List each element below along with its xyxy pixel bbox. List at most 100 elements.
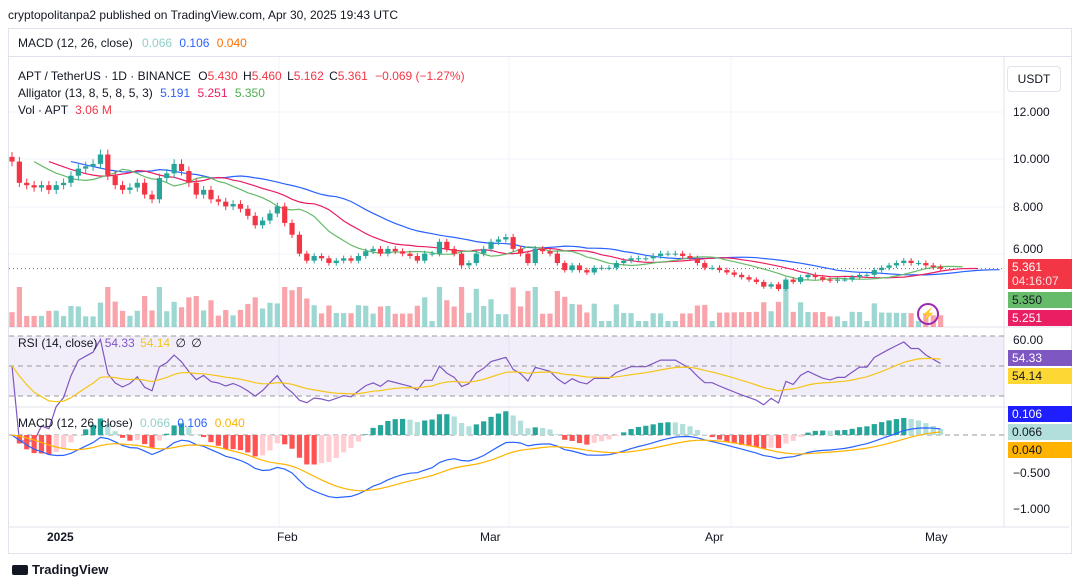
volume-bar	[38, 315, 45, 327]
macd-histogram-bar	[436, 414, 443, 435]
macd-histogram-bar	[458, 423, 465, 435]
close-label: C	[329, 69, 338, 83]
volume-bar	[68, 306, 74, 327]
volume-value: 3.06 M	[75, 103, 112, 117]
candle-body	[650, 255, 656, 259]
candle-body	[797, 277, 804, 282]
candle-body	[893, 263, 899, 266]
volume-bar	[127, 315, 133, 327]
macd-histogram-bar	[938, 429, 944, 435]
macd-histogram-bar	[215, 435, 221, 446]
volume-bar	[628, 313, 634, 327]
macd-histogram-bar	[429, 419, 435, 435]
volume-title: Vol · APT	[18, 103, 68, 117]
candle-body	[680, 253, 686, 256]
macd-histogram-bar	[223, 435, 229, 450]
candle-body	[24, 182, 30, 186]
candle-body	[466, 263, 472, 266]
countdown: 04:16:07	[1012, 274, 1059, 288]
last-price: 5.361	[1012, 260, 1043, 274]
lightning-icon[interactable]: ⚡	[917, 303, 939, 325]
macd-histogram-bar	[532, 427, 538, 435]
candle-body	[134, 182, 140, 188]
macd-histogram-bar	[348, 435, 354, 448]
volume-bar	[599, 321, 605, 327]
candle-body	[422, 253, 428, 261]
candle-body	[613, 263, 619, 268]
candle-body	[628, 258, 634, 261]
volume-bar	[178, 307, 185, 327]
teeth-value: 5.251	[197, 86, 228, 100]
macd-histogram-bar	[503, 411, 509, 435]
volume-bar	[53, 310, 59, 327]
candle-body	[370, 248, 376, 252]
candle-body	[908, 260, 914, 264]
volume-bar	[753, 311, 759, 327]
chart-canvas[interactable]	[9, 57, 1069, 552]
candle-body	[473, 253, 479, 264]
candle-body	[805, 274, 811, 278]
volume-bar	[635, 321, 642, 327]
volume-bar	[812, 312, 818, 327]
volume-bar	[481, 306, 487, 327]
macd-histogram-bar	[569, 435, 575, 441]
macd-histogram-bar	[16, 435, 22, 444]
volume-bar	[31, 315, 37, 327]
volume-bar	[768, 311, 774, 327]
macd-histogram-bar	[665, 422, 671, 435]
macd-histogram-bar	[797, 435, 804, 437]
volume-bar	[90, 316, 96, 327]
macd-histogram-bar	[849, 428, 855, 435]
macd-histogram-bar	[672, 422, 678, 435]
volume-bar	[783, 287, 789, 327]
tradingview-logo[interactable]: TradingView	[12, 562, 108, 577]
macd-histogram-bar	[60, 435, 67, 449]
macd-histogram-bar	[252, 435, 258, 457]
volume-bar	[525, 291, 531, 327]
high-value: 5.460	[251, 69, 282, 83]
volume-bar	[385, 306, 391, 327]
volume-bar	[422, 297, 428, 327]
time-tick: 2025	[47, 530, 74, 544]
macd-histogram-bar	[930, 426, 936, 435]
time-tick: Apr	[705, 530, 724, 544]
volume-bar	[510, 287, 516, 327]
macd-line	[11, 427, 941, 499]
candle-body	[296, 234, 303, 254]
candle-body	[363, 251, 369, 256]
macd-histogram-bar	[466, 426, 472, 435]
volume-bar	[503, 314, 509, 327]
candle-body	[377, 248, 384, 254]
candle-body	[304, 253, 310, 261]
candle-body	[768, 284, 774, 287]
candle-body	[31, 185, 37, 188]
candle-body	[753, 279, 759, 282]
volume-bar	[834, 316, 841, 327]
price-tick: 6.000	[1013, 242, 1044, 256]
volume-bar	[901, 312, 907, 327]
macd-histogram-bar	[510, 415, 516, 435]
candle-body	[53, 185, 59, 190]
candle-body	[856, 274, 863, 278]
volume-bar	[680, 313, 686, 327]
candle-body	[901, 260, 907, 264]
macd-histogram-bar	[820, 430, 826, 435]
macd-histogram-bar	[363, 434, 369, 435]
volume-bar	[716, 312, 723, 327]
volume-bar	[731, 312, 737, 327]
alligator-legend: Alligator (13, 8, 5, 8, 5, 3) 5.191 5.25…	[18, 86, 265, 100]
macd-histogram-bar	[134, 435, 140, 441]
volume-bar	[473, 288, 479, 327]
macd-histogram-bar	[208, 435, 214, 443]
macd-signal-label: 0.040	[1008, 442, 1072, 458]
currency-button[interactable]: USDT	[1007, 66, 1061, 92]
macd-hist-value: 0.066	[142, 36, 173, 50]
candle-body	[414, 255, 420, 261]
candle-body	[186, 171, 192, 183]
candle-body	[820, 277, 826, 280]
volume-bar	[709, 321, 715, 327]
volume-bar	[112, 301, 118, 327]
candle-body	[709, 267, 715, 269]
rsi-tick: 60.00	[1013, 333, 1044, 347]
candle-body	[75, 168, 81, 176]
